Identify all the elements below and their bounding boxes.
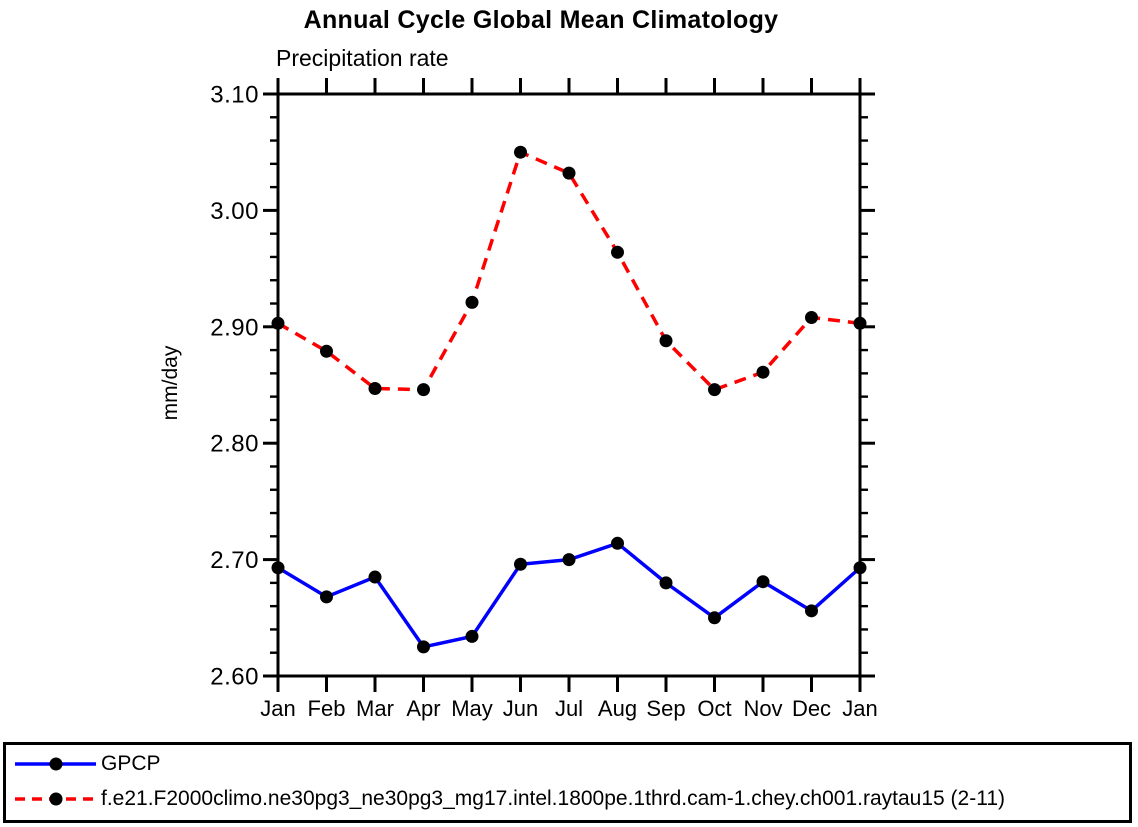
x-tick-label: Oct [697, 696, 731, 721]
x-tick-label: Nov [743, 696, 782, 721]
y-tick-label: 2.60 [210, 664, 259, 691]
data-point-marker [562, 553, 576, 567]
x-tick-label: Dec [792, 696, 831, 721]
gpcp-line-sample [15, 757, 96, 771]
legend-label-gpcp: GPCP [101, 752, 161, 775]
data-point-marker [271, 316, 285, 330]
data-point-marker [659, 576, 673, 590]
chart-title: Annual Cycle Global Mean Climatology [303, 6, 779, 34]
data-point-marker [271, 561, 285, 575]
y-tick-label: 3.00 [210, 198, 259, 225]
x-tick-label: Mar [356, 696, 394, 721]
legend-row-gpcp: GPCP [11, 750, 161, 778]
data-point-marker [805, 310, 818, 324]
data-point-marker [320, 344, 333, 358]
data-point-marker [465, 629, 479, 643]
data-point-marker [853, 316, 867, 330]
x-tick-label: Jun [503, 696, 538, 721]
data-point-marker [611, 536, 624, 550]
x-tick-label: Jan [260, 696, 295, 721]
data-point-marker [756, 365, 770, 379]
data-point-marker [805, 604, 818, 618]
chart-subtitle: Precipitation rate [276, 45, 449, 71]
x-tick-label: Sep [646, 696, 685, 721]
data-point-marker [368, 381, 382, 395]
model-series-line [277, 149, 861, 392]
y-tick-label: 2.90 [210, 314, 259, 341]
data-point-marker [417, 383, 430, 397]
x-tick-label: Apr [406, 696, 440, 721]
data-point-marker [853, 561, 867, 575]
data-point-marker [514, 145, 527, 159]
data-point-marker [465, 295, 479, 309]
x-tick-label: Jul [555, 696, 583, 721]
x-tick-label: Feb [308, 696, 346, 721]
x-tick-label: May [451, 696, 493, 721]
data-point-marker [708, 383, 721, 397]
y-tick-label: 3.10 [210, 82, 259, 109]
x-tick-label: Aug [598, 696, 637, 721]
data-point-marker [659, 334, 673, 348]
data-point-marker [417, 640, 430, 654]
data-point-marker [514, 557, 527, 571]
y-tick-label: 2.70 [210, 547, 259, 574]
data-point-marker [611, 245, 624, 259]
legend-label-model: f.e21.F2000climo.ne30pg3_ne30pg3_mg17.in… [101, 787, 1006, 810]
data-point-marker [368, 570, 382, 584]
legend-box: GPCP f.e21.F2000climo.ne30pg3_ne30pg3_mg… [3, 742, 1132, 823]
model-line-sample [15, 792, 96, 806]
y-tick-label: 2.80 [210, 431, 259, 458]
legend-row-model: f.e21.F2000climo.ne30pg3_ne30pg3_mg17.in… [11, 785, 1005, 813]
x-tick-label: Jan [842, 696, 877, 721]
data-point-marker [756, 575, 770, 589]
data-point-marker [708, 611, 721, 625]
data-point-marker [562, 166, 576, 180]
data-point-marker [320, 590, 333, 604]
